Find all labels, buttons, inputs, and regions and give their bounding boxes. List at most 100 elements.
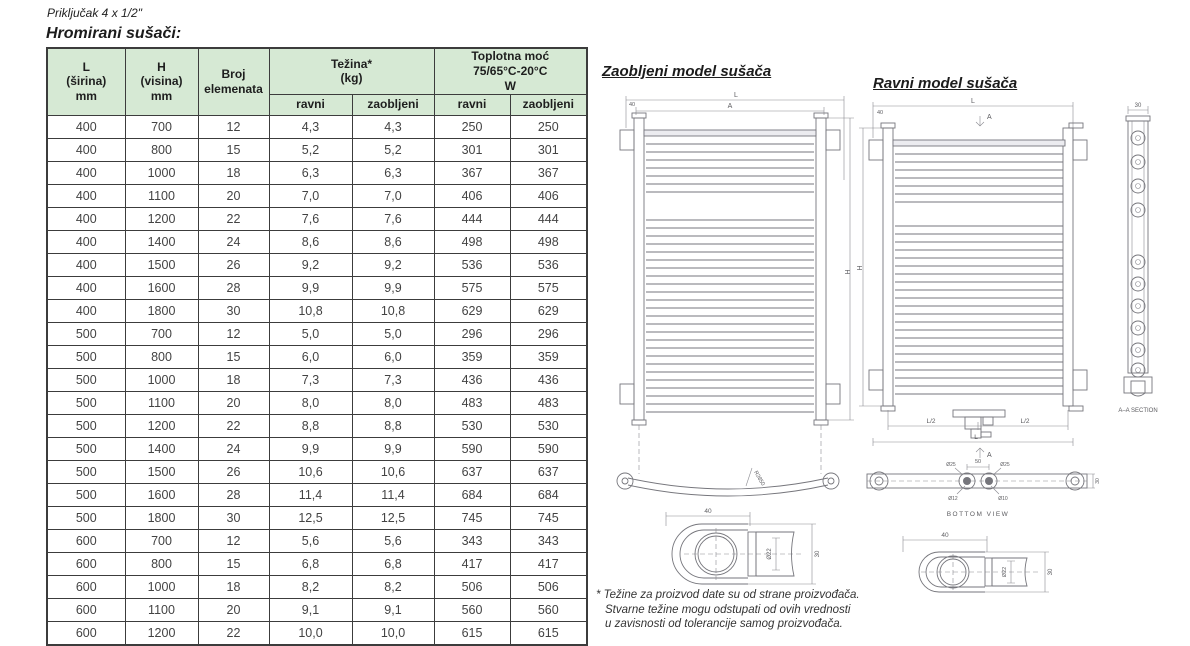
cell-h: 800: [124, 344, 199, 369]
cell-tezina-zaobljeni: 8,6: [351, 229, 435, 254]
cell-toplotna-zaobljeni: 483: [509, 390, 588, 415]
cell-toplotna-ravni: 406: [433, 183, 511, 208]
cell-tezina-ravni: 11,4: [268, 482, 353, 507]
cell-broj: 12: [197, 528, 270, 553]
col-header-h-line3: mm: [150, 89, 173, 104]
bottom-dim-side: 30: [1095, 478, 1101, 484]
table-row: 500 1200 22 8,8 8,8 530 530: [46, 413, 588, 438]
table-row: 400 1600 28 9,9 9,9 575 575: [46, 275, 588, 300]
cell-tezina-zaobljeni: 5,6: [351, 528, 435, 553]
dim-label-40: 40: [629, 102, 635, 108]
footnote-line: Stvarne težine mogu odstupati od ovih vr…: [605, 603, 851, 616]
cell-tezina-zaobljeni: 10,8: [351, 298, 435, 323]
zaobljeni-drawing-title: Zaobljeni model sušača: [602, 63, 772, 80]
cell-l: 500: [46, 505, 126, 530]
bracket: [1072, 139, 1088, 161]
cell-broj: 12: [197, 114, 270, 139]
table-row: 400 1400 24 8,6 8,6 498 498: [46, 229, 588, 254]
bracket: [825, 129, 841, 151]
dim-label-40: 40: [877, 110, 883, 116]
cell-toplotna-zaobljeni: 406: [509, 183, 588, 208]
section-dim-height: 30: [1048, 568, 1054, 575]
cell-toplotna-zaobljeni: 417: [509, 551, 588, 576]
col-header-l: L (širina) mm: [46, 47, 126, 116]
table-row: 500 1400 24 9,9 9,9 590 590: [46, 436, 588, 461]
cell-h: 1100: [124, 597, 199, 622]
left-collector-tube: [882, 127, 894, 407]
cell-toplotna-ravni: 506: [433, 574, 511, 599]
col-header-l-line2: (širina): [66, 74, 107, 89]
cell-tezina-zaobljeni: 9,9: [351, 436, 435, 461]
cell-broj: 26: [197, 252, 270, 277]
bottom-dim-right: Ø25: [1000, 462, 1010, 468]
cell-broj: 28: [197, 482, 270, 507]
cell-broj: 20: [197, 597, 270, 622]
cell-toplotna-ravni: 629: [433, 298, 511, 323]
rung-group-top: [895, 153, 1063, 203]
page-title: Hromirani sušači:: [46, 25, 182, 42]
cell-tezina-zaobljeni: 9,1: [351, 597, 435, 622]
cell-toplotna-ravni: 498: [433, 229, 511, 254]
cell-toplotna-ravni: 590: [433, 436, 511, 461]
col-header-tezina: Težina* (kg): [268, 47, 435, 95]
zaobljeni-model-drawing: L A 40 H R2850 40: [616, 92, 854, 585]
col-header-toplotna-line1: Toplotna moć: [471, 49, 550, 64]
cell-tezina-ravni: 5,6: [268, 528, 353, 553]
cell-l: 600: [46, 551, 126, 576]
bottom-dim-br: Ø10: [998, 496, 1008, 502]
cell-toplotna-zaobljeni: 637: [509, 459, 588, 484]
cell-toplotna-ravni: 684: [433, 482, 511, 507]
aa-rung-circles: [1130, 130, 1146, 378]
cell-toplotna-ravni: 343: [433, 528, 511, 553]
cell-h: 800: [124, 551, 199, 576]
table-row: 400 1200 22 7,6 7,6 444 444: [46, 206, 588, 231]
cell-tezina-zaobljeni: 8,8: [351, 413, 435, 438]
cell-tezina-zaobljeni: 10,0: [351, 620, 435, 645]
col-header-tezina-line1: Težina*: [330, 56, 373, 71]
cell-toplotna-ravni: 575: [433, 275, 511, 300]
cell-h: 1200: [124, 206, 199, 231]
section-mark-bottom: A: [987, 452, 992, 459]
cell-tezina-ravni: 6,3: [268, 160, 353, 185]
rung-group-bottom: [646, 219, 814, 413]
cell-tezina-zaobljeni: 6,0: [351, 344, 435, 369]
cell-h: 1200: [124, 620, 199, 645]
bottom-dim-center: 50: [975, 459, 981, 465]
footnote-line: u zavisnosti od tolerancije samog proizv…: [605, 618, 843, 631]
cell-l: 400: [46, 137, 126, 162]
subheader-tezina-zaobljeni: zaobljeni: [351, 93, 435, 116]
radiator-spec-table: L (širina) mm H (visina) mm Broj elemena…: [46, 47, 588, 646]
cell-broj: 24: [197, 229, 270, 254]
right-collector-tube: [1062, 127, 1074, 407]
cell-l: 400: [46, 206, 126, 231]
cell-l: 400: [46, 275, 126, 300]
table-row: 400 1000 18 6,3 6,3 367 367: [46, 160, 588, 185]
cell-toplotna-zaobljeni: 615: [509, 620, 588, 645]
col-header-l-line3: mm: [75, 89, 97, 104]
cell-l: 600: [46, 574, 126, 599]
cell-broj: 24: [197, 436, 270, 461]
ravni-drawing-title: Ravni model sušača: [873, 75, 1018, 92]
cell-l: 400: [46, 114, 126, 139]
cell-h: 1600: [124, 275, 199, 300]
table-row: 600 1100 20 9,1 9,1 560 560: [46, 597, 588, 622]
cell-h: 1500: [124, 252, 199, 277]
dim-label-half-right: L/2: [1020, 418, 1029, 425]
cell-toplotna-zaobljeni: 444: [509, 206, 588, 231]
table-row: 600 700 12 5,6 5,6 343 343: [46, 528, 588, 553]
table-row: 500 1600 28 11,4 11,4 684 684: [46, 482, 588, 507]
cell-tezina-ravni: 10,8: [268, 298, 353, 323]
table-body: 400 700 12 4,3 4,3 250 250 400 800 15 5,…: [46, 114, 588, 645]
dim-label-H: H: [857, 265, 864, 270]
cell-l: 500: [46, 459, 126, 484]
cell-tezina-ravni: 7,3: [268, 367, 353, 392]
cell-tezina-ravni: 8,6: [268, 229, 353, 254]
cell-tezina-ravni: 9,9: [268, 436, 353, 461]
cell-h: 1400: [124, 436, 199, 461]
cell-tezina-ravni: 12,5: [268, 505, 353, 530]
ravni-bottom-view: 50 Ø25 Ø25 Ø12 Ø10 30 BOTTOM VIEW: [866, 459, 1101, 518]
cell-tezina-ravni: 4,3: [268, 114, 353, 139]
col-header-h-line2: (visina): [140, 74, 183, 89]
cell-toplotna-ravni: 483: [433, 390, 511, 415]
